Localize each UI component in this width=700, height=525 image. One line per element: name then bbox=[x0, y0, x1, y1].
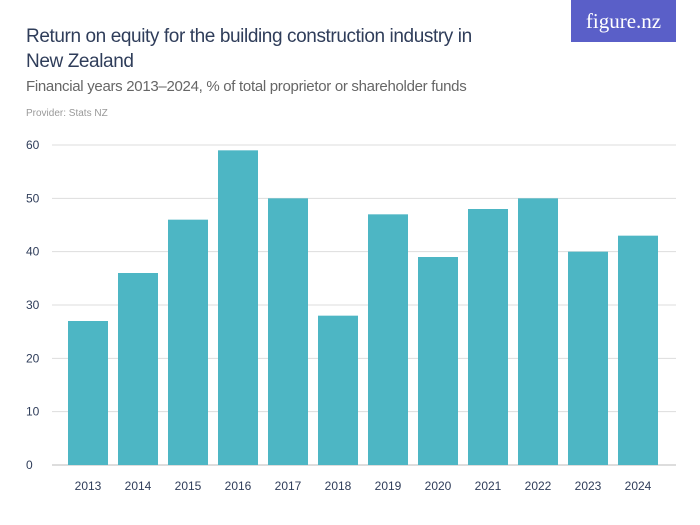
y-tick-label: 40 bbox=[26, 245, 40, 259]
y-tick-label: 60 bbox=[26, 138, 40, 152]
bar-2013 bbox=[68, 321, 108, 465]
figure-nz-logo[interactable]: figure.nz bbox=[571, 0, 676, 42]
x-tick-label: 2024 bbox=[625, 479, 652, 493]
y-tick-label: 50 bbox=[26, 191, 40, 205]
x-tick-label: 2013 bbox=[75, 479, 102, 493]
x-tick-label: 2018 bbox=[325, 479, 352, 493]
provider-text: Provider: Stats NZ bbox=[26, 108, 108, 119]
chart-title: Return on equity for the building constr… bbox=[26, 26, 472, 72]
bar-2019 bbox=[368, 214, 408, 465]
bar-2014 bbox=[118, 273, 158, 465]
bar-2024 bbox=[618, 235, 658, 465]
bar-2020 bbox=[418, 257, 458, 465]
x-tick-label: 2014 bbox=[125, 479, 152, 493]
x-tick-label: 2021 bbox=[475, 479, 502, 493]
x-tick-label: 2020 bbox=[425, 479, 452, 493]
bar-2023 bbox=[568, 251, 608, 465]
x-tick-label: 2017 bbox=[275, 479, 302, 493]
bar-2021 bbox=[468, 209, 508, 465]
x-tick-label: 2022 bbox=[525, 479, 552, 493]
chart-subtitle: Financial years 2013–2024, % of total pr… bbox=[26, 78, 467, 95]
y-tick-label: 30 bbox=[26, 298, 40, 312]
bar-2018 bbox=[318, 315, 358, 465]
bar-2016 bbox=[218, 150, 258, 466]
y-tick-label: 0 bbox=[26, 458, 33, 472]
x-tick-label: 2016 bbox=[225, 479, 252, 493]
y-tick-label: 10 bbox=[26, 405, 40, 419]
bar-2022 bbox=[518, 198, 558, 466]
y-tick-label: 20 bbox=[26, 351, 40, 365]
x-tick-label: 2019 bbox=[375, 479, 402, 493]
bar-2015 bbox=[168, 219, 208, 465]
x-tick-label: 2015 bbox=[175, 479, 202, 493]
bar-2017 bbox=[268, 198, 308, 466]
x-tick-label: 2023 bbox=[575, 479, 602, 493]
